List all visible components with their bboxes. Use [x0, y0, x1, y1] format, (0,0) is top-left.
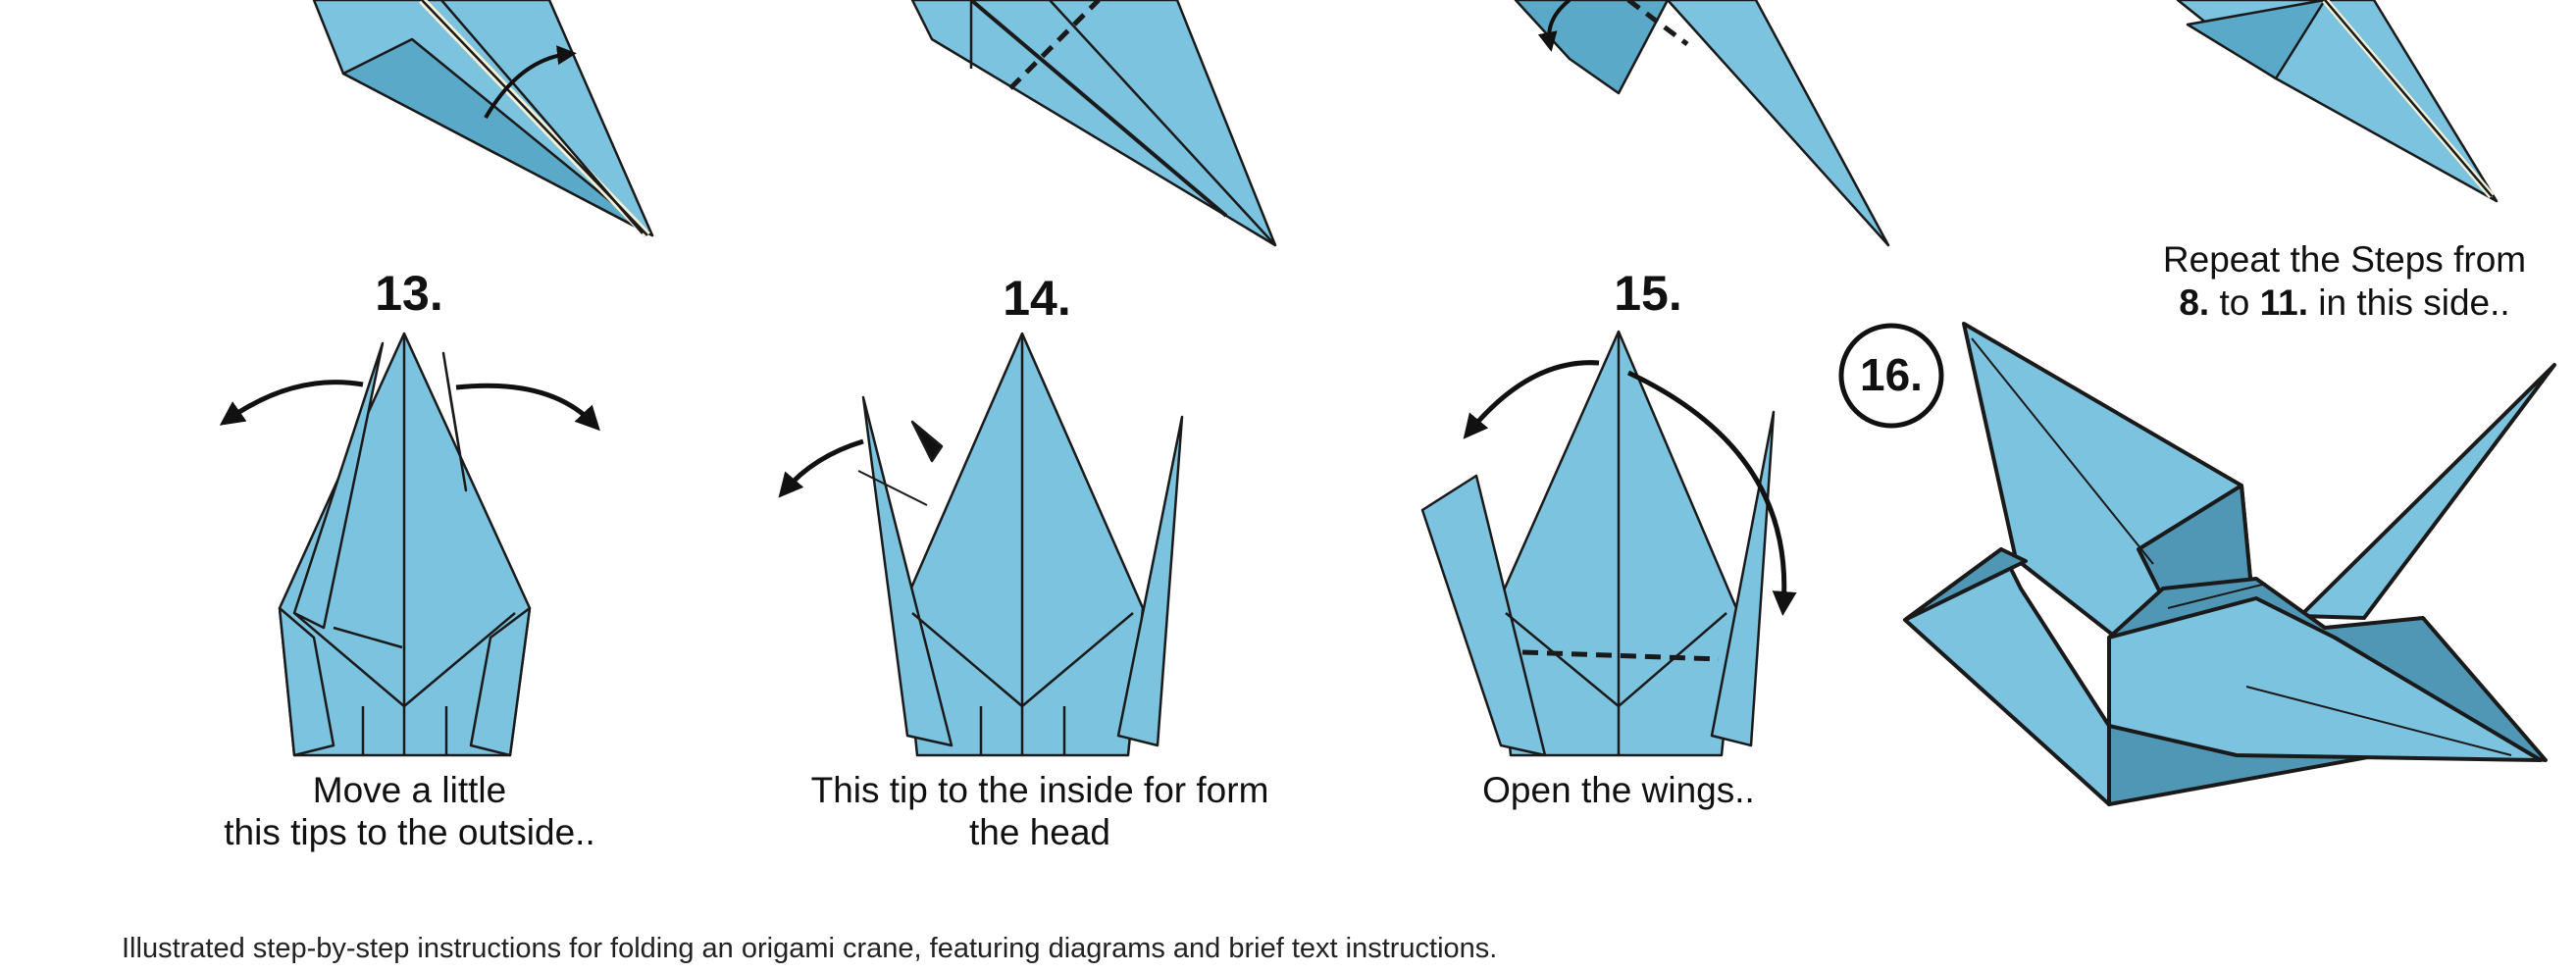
step-15-instruction-line1: Open the wings..	[1482, 770, 1755, 810]
repeat-from-step: 8.	[2179, 282, 2210, 323]
step-15-diagram	[1420, 330, 1797, 757]
step-13-instruction-line1: Move a little	[312, 770, 507, 810]
step-14-instruction: This tip to the inside for form the head	[755, 770, 1324, 853]
step-16-circle	[1838, 323, 1944, 429]
step-13-number: 13.	[375, 266, 443, 321]
step-13-instruction: Move a little this tips to the outside..	[147, 770, 672, 853]
repeat-note-line2: 8. to 11. in this side..	[1991, 282, 2576, 325]
step-14-diagram	[778, 332, 1184, 757]
repeat-note-line1: Repeat the Steps from	[2162, 239, 2527, 280]
repeat-to-word: to	[2209, 282, 2260, 323]
step-14-number: 14.	[1003, 271, 1071, 326]
step-16-crane-diagram	[1903, 322, 2556, 806]
repeat-suffix: in this side..	[2308, 282, 2510, 323]
previous-step-diagram-3	[1514, 0, 1890, 247]
image-caption: Illustrated step-by-step instructions fo…	[122, 933, 1498, 964]
step-13-diagram	[219, 332, 600, 757]
repeat-steps-note: Repeat the Steps from 8. to 11. in this …	[1991, 238, 2576, 324]
step-14-instruction-line2: the head	[968, 811, 1111, 852]
previous-step-diagram-1	[312, 0, 654, 238]
step-16-number: 16.	[1860, 349, 1923, 400]
step-14-instruction-line1: This tip to the inside for form	[810, 770, 1269, 810]
step-13-instruction-line2: this tips to the outside..	[224, 811, 595, 852]
previous-step-diagram-4	[2176, 0, 2499, 203]
step-15-number: 15.	[1614, 266, 1682, 321]
repeat-to-step: 11.	[2259, 282, 2309, 323]
step-15-instruction: Open the wings..	[1413, 770, 1825, 812]
previous-step-diagram-2	[910, 0, 1277, 247]
